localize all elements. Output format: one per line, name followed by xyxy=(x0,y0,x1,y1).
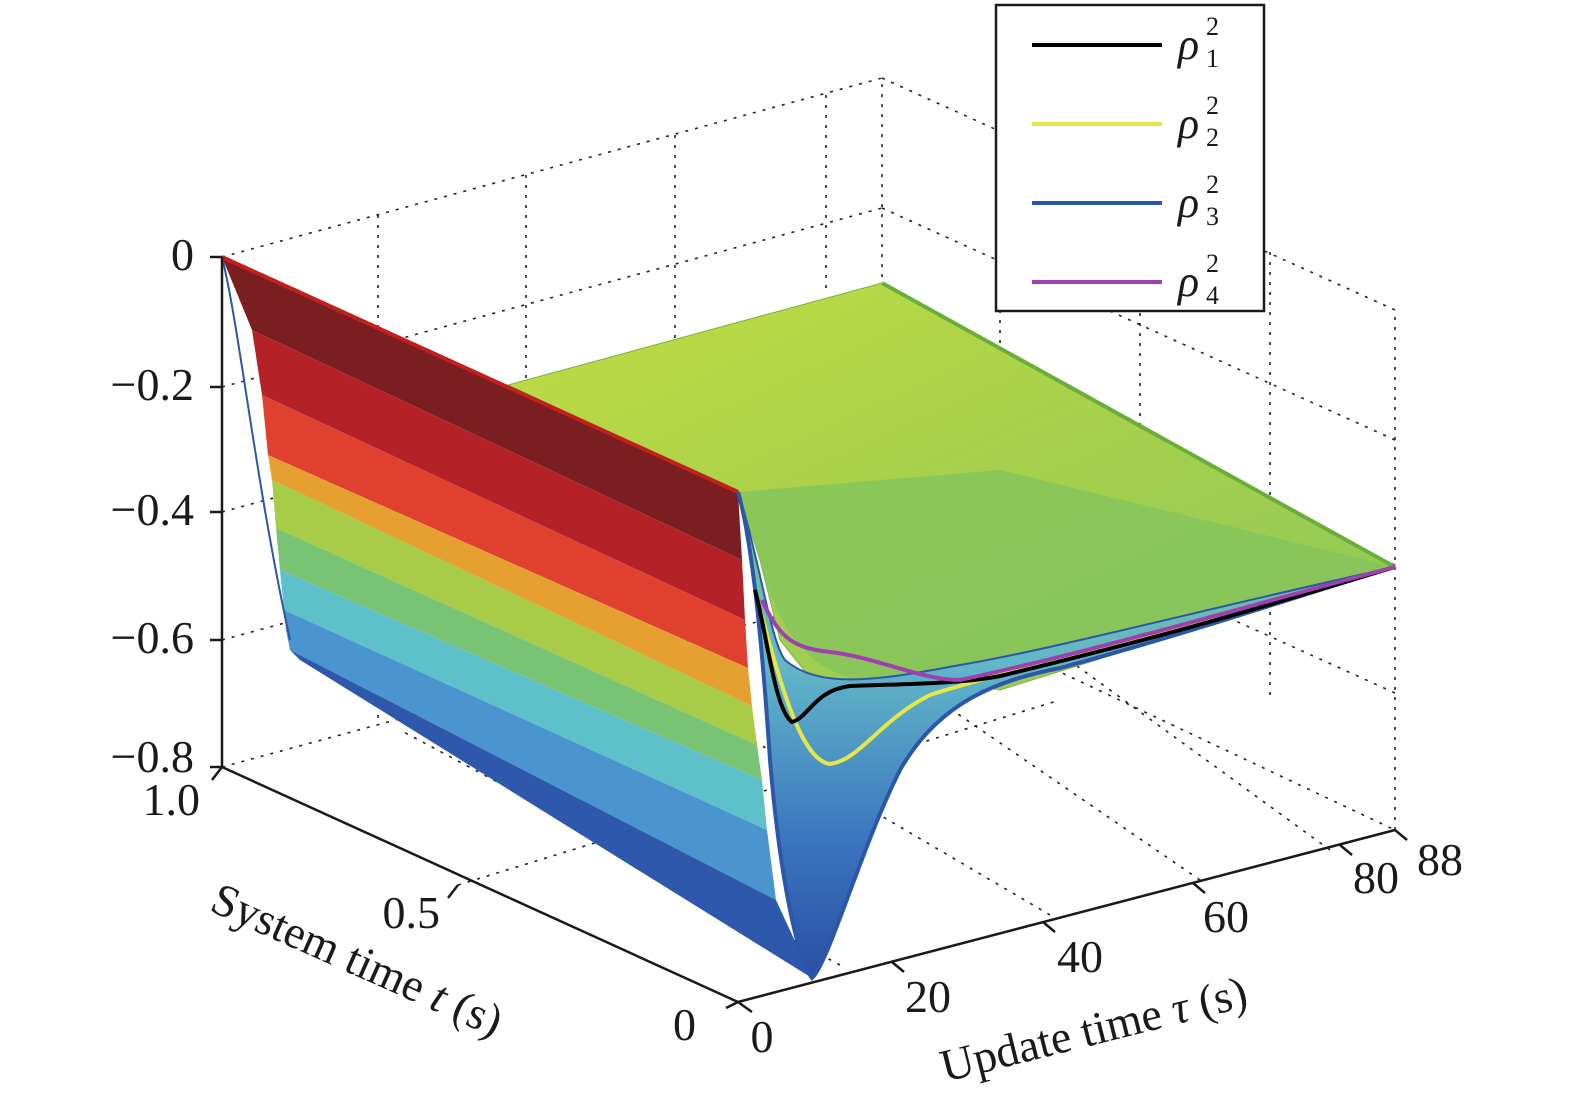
legend-label-subscript: 1 xyxy=(1206,44,1219,73)
y-tick-labels: 0 20 40 60 80 88 xyxy=(751,834,1464,1062)
legend-label-subscript: 3 xyxy=(1206,202,1219,231)
legend-item: ρ 2 1 xyxy=(1032,12,1219,73)
y-tick-label: 0 xyxy=(751,1011,774,1062)
z-tick-label: −0.6 xyxy=(111,612,194,663)
y-tick-label: 40 xyxy=(1057,931,1103,982)
z-tick-labels: 0 −0.2 −0.4 −0.6 −0.8 xyxy=(111,229,194,782)
legend-label-subscript: 4 xyxy=(1206,281,1219,310)
x-axis-label: System time t (s) xyxy=(204,873,511,1047)
legend-label: ρ xyxy=(1176,20,1199,69)
legend-label-superscript: 2 xyxy=(1206,12,1219,41)
series-line-rho4 xyxy=(760,565,1396,683)
x-tick-label: 0.5 xyxy=(383,887,441,938)
legend: ρ 21ρ 22ρ 23ρ 24 xyxy=(994,3,1266,313)
z-tick-label: −0.8 xyxy=(111,731,194,782)
legend-label: ρ xyxy=(1176,257,1199,306)
series-lines xyxy=(736,491,1396,982)
z-tick-label: −0.4 xyxy=(111,484,194,535)
legend-item: ρ 2 3 xyxy=(1032,170,1219,231)
surface-front-face xyxy=(221,255,812,978)
series-line-rho1 xyxy=(753,565,1396,725)
legend-label-superscript: 2 xyxy=(1206,249,1219,278)
y-tick-label: 60 xyxy=(1203,891,1249,942)
y-tick-label: 88 xyxy=(1417,834,1463,885)
y-axis-label: Update time τ (s) xyxy=(935,966,1252,1091)
x-tick-label: 0 xyxy=(673,999,696,1050)
legend-label-subscript: 2 xyxy=(1206,123,1219,152)
y-tick-label: 80 xyxy=(1353,852,1399,903)
x-tick-label: 1.0 xyxy=(143,774,201,825)
axes xyxy=(210,255,1408,1014)
y-tick-label: 20 xyxy=(905,971,951,1022)
legend-item: ρ 2 2 xyxy=(1032,91,1219,152)
legend-label: ρ xyxy=(1176,99,1199,148)
x-tick-labels: 1.0 0.5 0 xyxy=(143,774,697,1050)
legend-label: ρ xyxy=(1176,178,1199,227)
legend-label-superscript: 2 xyxy=(1206,170,1219,199)
z-tick-label: 0 xyxy=(171,229,194,280)
surface-plateau xyxy=(506,281,1397,691)
series-line-rho3 xyxy=(736,491,1396,982)
legend-item: ρ 2 4 xyxy=(1032,249,1219,310)
legend-label-superscript: 2 xyxy=(1206,91,1219,120)
z-tick-label: −0.2 xyxy=(111,359,194,410)
